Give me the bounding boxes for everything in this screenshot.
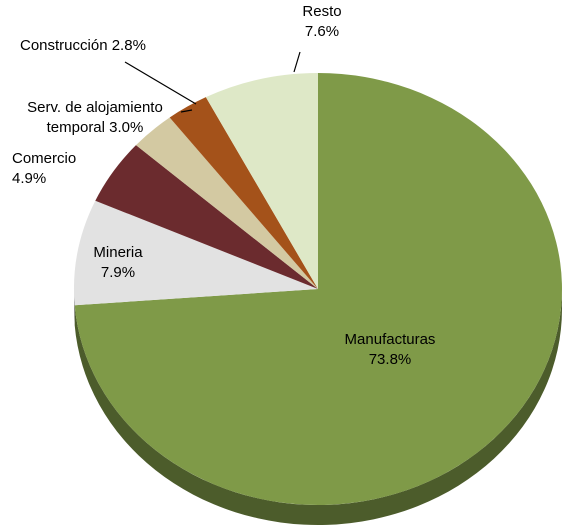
category-name: Serv. de alojamiento temporal <box>27 99 163 136</box>
leader-line <box>124 61 197 105</box>
slice <box>135 117 318 289</box>
slice-label: Comercio 4.9% <box>12 149 112 189</box>
value-label: 4.9% <box>12 170 47 187</box>
slice <box>169 97 318 289</box>
category-name: Comercio <box>12 150 77 167</box>
slice-side <box>74 289 75 326</box>
value-label: 7.9% <box>100 264 136 281</box>
slice <box>74 73 562 505</box>
category-name: Mineria <box>93 244 143 261</box>
leader-line <box>293 51 301 73</box>
category-name: Construcción <box>20 37 108 54</box>
category-name: Resto <box>302 3 342 20</box>
leader-line <box>180 109 193 113</box>
slice <box>205 73 318 289</box>
slice-label: Manufacturas 73.8% <box>300 330 480 370</box>
slice <box>74 200 318 306</box>
slice-label: Resto 7.6% <box>262 2 382 42</box>
value-label: 3.0% <box>109 119 144 136</box>
slice <box>95 145 318 289</box>
slice-label: Serv. de alojamiento temporal 3.0% <box>2 98 188 138</box>
slice-label: Mineria 7.9% <box>68 243 168 283</box>
value-label: 7.6% <box>304 23 340 40</box>
value-label: 2.8% <box>111 37 146 54</box>
category-name: Manufacturas <box>344 331 436 348</box>
slice-label: Construcción 2.8% <box>20 36 200 56</box>
value-label: 73.8% <box>368 351 412 368</box>
